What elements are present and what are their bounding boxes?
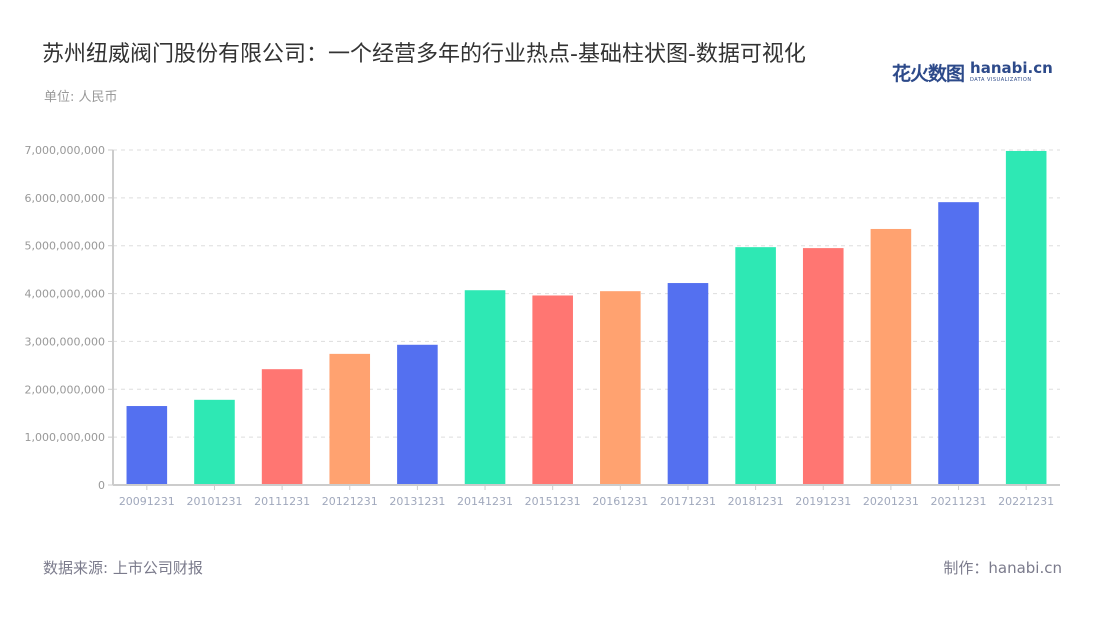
y-tick-label: 4,000,000,000 (25, 288, 105, 301)
bar-20121231[interactable] (329, 353, 371, 485)
y-tick-label: 3,000,000,000 (25, 335, 105, 348)
logo-domain: hanabi.cn (970, 59, 1053, 77)
y-tick-label: 6,000,000,000 (25, 192, 105, 205)
bar-20211231[interactable] (938, 202, 979, 485)
x-tick-label: 20121231 (322, 495, 378, 508)
bar-20101231[interactable] (194, 399, 235, 485)
logo-text-cn: 花火数图 (892, 62, 965, 85)
x-tick-label: 20131231 (389, 495, 445, 508)
y-tick-label: 2,000,000,000 (25, 383, 105, 396)
credit: 制作：hanabi.cn (943, 559, 1062, 577)
x-tick-label: 20151231 (525, 495, 581, 508)
bar-20171231[interactable] (667, 283, 709, 485)
y-tick-label: 0 (98, 479, 105, 492)
brand-logo: 花火数图 hanabi.cn DATA VISUALIZATION (892, 58, 1053, 86)
bar-20151231[interactable] (532, 295, 573, 485)
x-tick-label: 20111231 (254, 495, 310, 508)
bar-20161231[interactable] (600, 291, 641, 485)
x-tick-label: 20141231 (457, 495, 513, 508)
bar-20181231[interactable] (735, 247, 776, 485)
bar-20131231[interactable] (397, 344, 438, 485)
x-tick-label: 20201231 (863, 495, 919, 508)
bar-20141231[interactable] (464, 290, 506, 485)
logo-tagline: DATA VISUALIZATION (970, 77, 1032, 83)
bar-20111231[interactable] (261, 369, 303, 485)
unit-label: 单位: 人民币 (44, 90, 118, 105)
y-axis: 0 1,000,000,000 2,000,000,000 3,000,000,000… (25, 144, 114, 492)
x-tick-label: 20091231 (119, 495, 175, 508)
x-tick-label: 20181231 (728, 495, 784, 508)
bar-20201231[interactable] (870, 228, 912, 485)
bars (126, 150, 1047, 485)
x-tick-label: 20171231 (660, 495, 716, 508)
x-tick-label: 20191231 (795, 495, 851, 508)
x-tick-label: 20221231 (998, 495, 1054, 508)
bar-20221231[interactable] (1005, 150, 1047, 485)
y-tick-label: 5,000,000,000 (25, 240, 105, 253)
y-tick-label: 7,000,000,000 (25, 144, 105, 157)
x-tick-label: 20211231 (931, 495, 987, 508)
x-tick-label: 20161231 (592, 495, 648, 508)
chart-title: 苏州纽威阀门股份有限公司：一个经营多年的行业热点-基础柱状图-数据可视化 (42, 42, 806, 67)
grid-lines (113, 149, 1060, 438)
data-source: 数据来源: 上市公司财报 (43, 559, 203, 577)
x-tick-label: 20101231 (186, 495, 242, 508)
bar-20091231[interactable] (126, 406, 168, 485)
bar-20191231[interactable] (802, 248, 844, 485)
x-axis: 20091231 20101231 20111231 20121231 20131231… (113, 484, 1060, 508)
logo-text-en: hanabi.cn DATA VISUALIZATION (970, 61, 1053, 83)
y-tick-label: 1,000,000,000 (25, 431, 105, 444)
